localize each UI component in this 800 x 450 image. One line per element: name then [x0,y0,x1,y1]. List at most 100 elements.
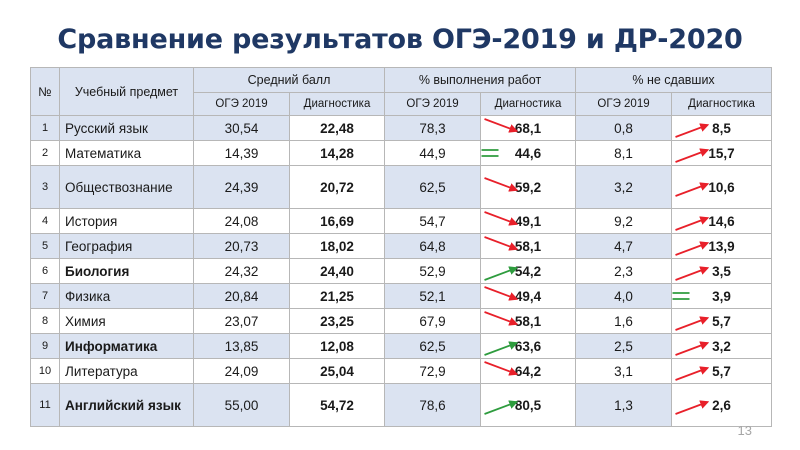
pct-diag-cell: 68,1 [480,115,577,141]
pct-diag-cell: 44,6 [480,140,577,166]
row-number: 5 [30,233,60,259]
avg-oge-cell: 20,73 [193,233,290,259]
table-row: 5 География 20,73 18,02 64,8 58,1 4,7 13,9 [30,233,773,259]
table-row: 7 Физика 20,84 21,25 52,1 49,4 4,0 3,9 [30,283,773,309]
header-fail: % не сдавших [575,67,773,93]
row-number: 8 [30,308,60,334]
fail-oge-cell: 4,7 [575,233,673,259]
avg-diag-cell: 23,25 [288,308,386,334]
row-number: 10 [30,358,60,384]
row-number: 2 [30,140,60,166]
results-table: № Учебный предмет Средний балл % выполне… [30,67,773,427]
subheader-pct-oge: ОГЭ 2019 [384,92,482,116]
pct-oge-cell: 78,6 [384,383,482,427]
fail-diag-cell: 8,5 [671,115,773,141]
avg-diag-cell: 16,69 [288,208,386,234]
table-row: 8 Химия 23,07 23,25 67,9 58,1 1,6 5,7 [30,308,773,334]
row-number: 9 [30,333,60,359]
fail-oge-cell: 3,2 [575,165,673,209]
pct-diag-cell: 58,1 [480,308,577,334]
pct-oge-cell: 44,9 [384,140,482,166]
header-subject: Учебный предмет [59,67,194,116]
subject-cell: Английский язык [59,383,194,427]
pct-oge-cell: 67,9 [384,308,482,334]
table-row: 9 Информатика 13,85 12,08 62,5 63,6 2,5 3,2 [30,333,773,359]
row-number: 1 [30,115,60,141]
table-row: 10 Литература 24,09 25,04 72,9 64,2 3,1 5,7 [30,358,773,384]
fail-oge-cell: 3,1 [575,358,673,384]
avg-diag-cell: 24,40 [288,258,386,284]
avg-oge-cell: 13,85 [193,333,290,359]
pct-diag-cell: 58,1 [480,233,577,259]
pct-diag-cell: 49,1 [480,208,577,234]
page-number: 13 [737,423,752,438]
table-row: 2 Математика 14,39 14,28 44,9 44,6 8,1 15,7 [30,140,773,166]
subheader-pct-diag: Диагностика [480,92,577,116]
fail-diag-cell: 3,2 [671,333,773,359]
table-row: 1 Русский язык 30,54 22,48 78,3 68,1 0,8 8,5 [30,115,773,141]
fail-oge-cell: 2,3 [575,258,673,284]
avg-oge-cell: 20,84 [193,283,290,309]
slide-title: Сравнение результатов ОГЭ-2019 и ДР-2020 [57,24,743,55]
avg-diag-cell: 12,08 [288,333,386,359]
subheader-avg-oge: ОГЭ 2019 [193,92,290,116]
header-pct: % выполнения работ [384,67,577,93]
row-number: 7 [30,283,60,309]
fail-diag-cell: 2,6 [671,383,773,427]
avg-diag-cell: 22,48 [288,115,386,141]
pct-oge-cell: 72,9 [384,358,482,384]
pct-diag-cell: 80,5 [480,383,577,427]
header-num: № [30,67,60,116]
pct-diag-cell: 49,4 [480,283,577,309]
fail-diag-cell: 14,6 [671,208,773,234]
subject-cell: Химия [59,308,194,334]
subject-cell: История [59,208,194,234]
table-row: 11 Английский язык 55,00 54,72 78,6 80,5 1,3 2,… [30,383,773,427]
fail-diag-cell: 10,6 [671,165,773,209]
subject-cell: Биология [59,258,194,284]
row-number: 6 [30,258,60,284]
subheader-fail-diag: Диагностика [671,92,773,116]
row-number: 4 [30,208,60,234]
pct-diag-cell: 63,6 [480,333,577,359]
pct-oge-cell: 62,5 [384,333,482,359]
subject-cell: География [59,233,194,259]
fail-diag-cell: 13,9 [671,233,773,259]
fail-oge-cell: 2,5 [575,333,673,359]
subject-cell: Физика [59,283,194,309]
table-row: 3 Обществознание 24,39 20,72 62,5 59,2 3,2 10,6 [30,165,773,209]
fail-oge-cell: 4,0 [575,283,673,309]
avg-diag-cell: 18,02 [288,233,386,259]
table-row: 6 Биология 24,32 24,40 52,9 54,2 2,3 3,5 [30,258,773,284]
pct-diag-cell: 64,2 [480,358,577,384]
row-number: 3 [30,165,60,209]
pct-oge-cell: 52,1 [384,283,482,309]
avg-oge-cell: 30,54 [193,115,290,141]
subject-cell: Обществознание [59,165,194,209]
avg-diag-cell: 54,72 [288,383,386,427]
pct-oge-cell: 78,3 [384,115,482,141]
subject-cell: Математика [59,140,194,166]
avg-diag-cell: 20,72 [288,165,386,209]
pct-oge-cell: 52,9 [384,258,482,284]
avg-diag-cell: 14,28 [288,140,386,166]
pct-oge-cell: 54,7 [384,208,482,234]
fail-oge-cell: 9,2 [575,208,673,234]
fail-diag-cell: 5,7 [671,308,773,334]
avg-oge-cell: 24,08 [193,208,290,234]
avg-oge-cell: 23,07 [193,308,290,334]
fail-oge-cell: 0,8 [575,115,673,141]
avg-oge-cell: 24,32 [193,258,290,284]
avg-diag-cell: 21,25 [288,283,386,309]
pct-oge-cell: 64,8 [384,233,482,259]
fail-oge-cell: 1,3 [575,383,673,427]
subheader-avg-diag: Диагностика [288,92,386,116]
subject-cell: Литература [59,358,194,384]
avg-oge-cell: 24,09 [193,358,290,384]
fail-diag-cell: 15,7 [671,140,773,166]
avg-diag-cell: 25,04 [288,358,386,384]
pct-oge-cell: 62,5 [384,165,482,209]
fail-oge-cell: 1,6 [575,308,673,334]
avg-oge-cell: 55,00 [193,383,290,427]
fail-diag-cell: 3,9 [671,283,773,309]
